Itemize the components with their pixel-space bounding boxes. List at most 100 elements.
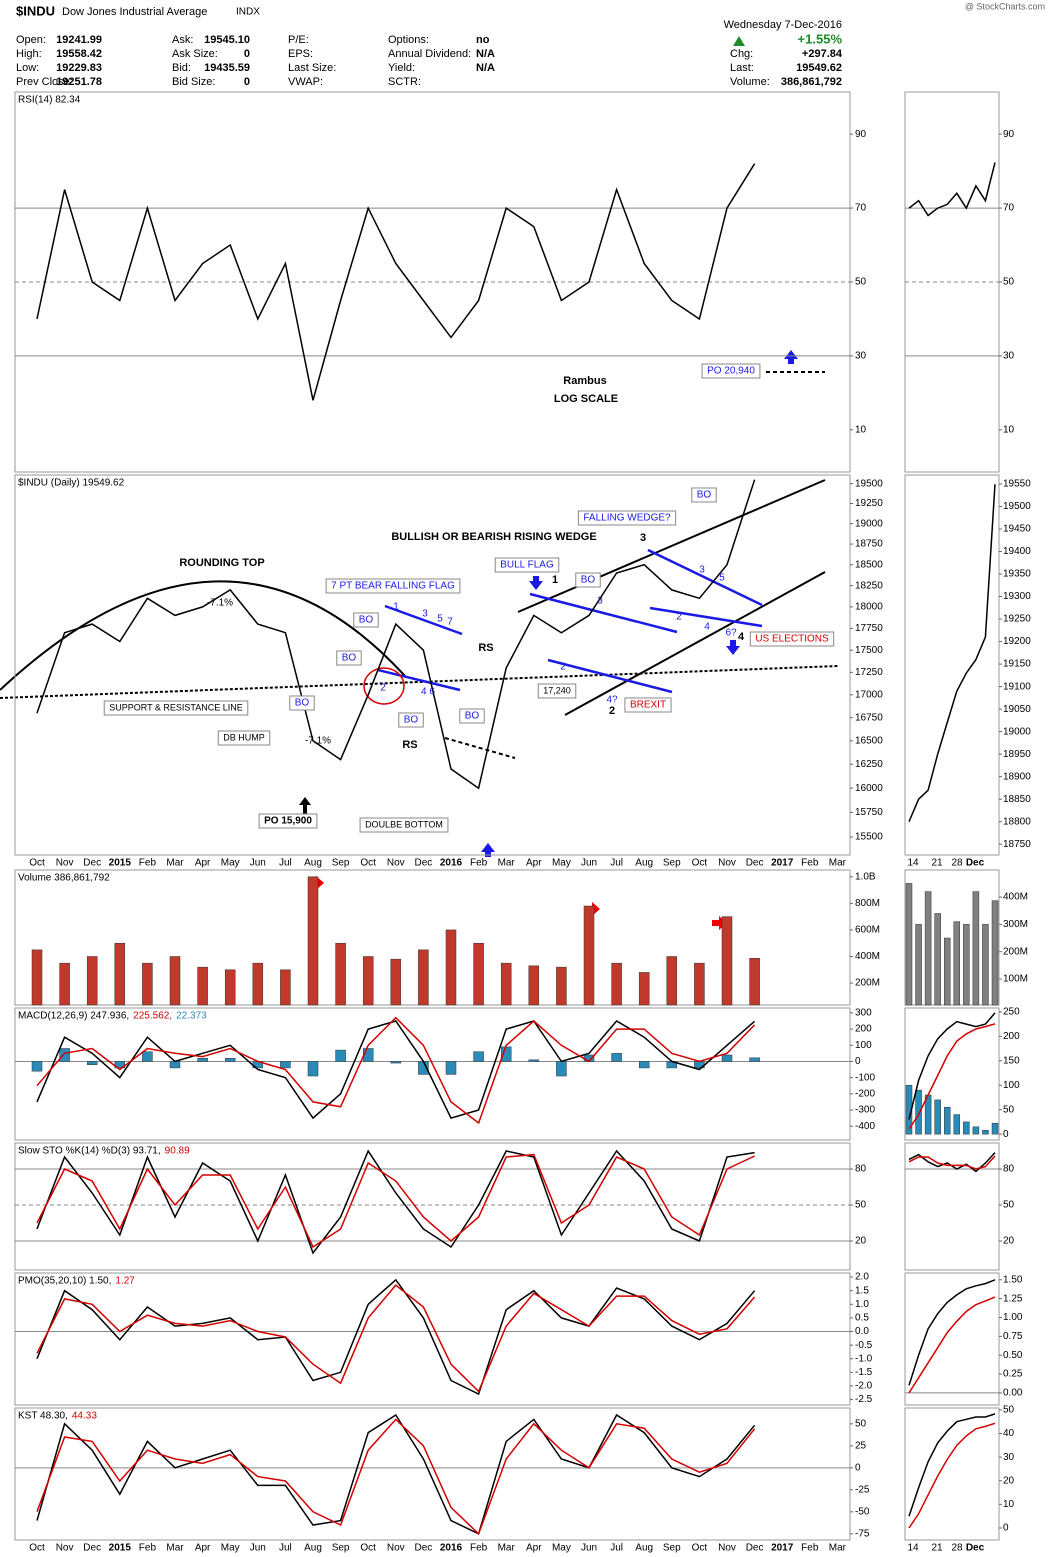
x-tick-label: Nov bbox=[56, 1543, 74, 1554]
annotation: BO bbox=[459, 708, 485, 724]
rounding-top-arc bbox=[0, 580, 406, 691]
y-tick-label: 19300 bbox=[1003, 591, 1031, 602]
y-tick-label: 1.5 bbox=[855, 1285, 869, 1296]
x-tick-label: Dec bbox=[966, 858, 985, 869]
y-tick-label: 0.25 bbox=[1003, 1369, 1023, 1380]
series-line bbox=[908, 1023, 996, 1130]
bar bbox=[982, 924, 989, 1006]
quote-value: 19241.99 bbox=[56, 34, 102, 46]
y-tick-label: 0 bbox=[1003, 1129, 1009, 1140]
series-line bbox=[908, 1413, 996, 1517]
y-tick-label: 30 bbox=[855, 351, 867, 362]
bar bbox=[280, 969, 291, 1006]
annotation: 1 bbox=[552, 574, 558, 586]
y-tick-label: -300 bbox=[855, 1105, 875, 1116]
panel-label: KST 48.30, bbox=[18, 1411, 68, 1422]
x-tick-label: Oct bbox=[692, 1543, 708, 1554]
x-tick-label: Feb bbox=[139, 858, 157, 869]
bar bbox=[390, 958, 402, 1006]
quote-label: Bid: bbox=[172, 62, 191, 74]
annotation-text: BULLISH OR BEARISH RISING WEDGE bbox=[391, 531, 596, 543]
x-tick-label: Sep bbox=[663, 858, 681, 869]
panel-label: 1.27 bbox=[115, 1276, 135, 1287]
bar bbox=[142, 962, 153, 1006]
quote-value: 19435.59 bbox=[204, 62, 250, 74]
bar bbox=[86, 1061, 98, 1065]
quote-label: Ask Size: bbox=[172, 48, 218, 60]
y-tick-label: 10 bbox=[855, 425, 867, 436]
y-tick-label: 18850 bbox=[1003, 794, 1031, 805]
annotation: BULL FLAG bbox=[494, 557, 560, 573]
series-line bbox=[908, 162, 996, 217]
x-tick-label: Sep bbox=[332, 858, 350, 869]
x-tick-label: Jun bbox=[250, 1543, 266, 1554]
quote-label: Ask: bbox=[172, 34, 193, 46]
x-tick-label: Mar bbox=[829, 858, 847, 869]
y-tick-label: 200M bbox=[855, 978, 880, 989]
y-tick-label: 20 bbox=[1003, 1236, 1015, 1247]
y-tick-label: -200 bbox=[855, 1088, 875, 1099]
y-tick-label: 16750 bbox=[855, 712, 883, 723]
annotation: DOULBE BOTTOM bbox=[359, 817, 449, 833]
y-tick-label: 0 bbox=[855, 1462, 861, 1473]
y-tick-label: 19200 bbox=[1003, 636, 1031, 647]
panel-label: RSI(14) 82.34 bbox=[18, 95, 81, 106]
quote-label: P/E: bbox=[288, 34, 309, 46]
y-tick-label: -25 bbox=[855, 1484, 870, 1495]
x-tick-label: Nov bbox=[387, 1543, 405, 1554]
annotation: Rambus bbox=[563, 375, 606, 387]
annotation-text: BULL FLAG bbox=[500, 560, 554, 571]
panel-label: 90.89 bbox=[165, 1146, 190, 1157]
series-line bbox=[36, 1278, 756, 1396]
x-tick-label: Dec bbox=[966, 1543, 985, 1554]
series-line bbox=[908, 1296, 996, 1394]
annotation-box bbox=[289, 695, 315, 711]
series-line bbox=[36, 1020, 756, 1120]
bar bbox=[943, 1106, 951, 1135]
y-tick-label: 100 bbox=[855, 1040, 872, 1051]
annotation: -7.1% bbox=[207, 598, 233, 609]
annotation: BO bbox=[289, 695, 315, 711]
annotation-box bbox=[336, 650, 362, 666]
y-tick-label: 200M bbox=[1003, 946, 1028, 957]
x-tick-label: 2015 bbox=[109, 1543, 132, 1554]
y-tick-label: 19350 bbox=[1003, 569, 1031, 580]
x-tick-label: Nov bbox=[56, 858, 74, 869]
annotation: BO bbox=[353, 612, 379, 628]
x-tick-label: Feb bbox=[801, 858, 819, 869]
annotation: LOG SCALE bbox=[554, 393, 618, 405]
y-tick-label: 18800 bbox=[1003, 816, 1031, 827]
quote-label: VWAP: bbox=[288, 76, 323, 88]
annotation: ROUNDING TOP bbox=[179, 557, 264, 569]
y-tick-label: 30 bbox=[1003, 1452, 1015, 1463]
series-line bbox=[36, 1418, 756, 1536]
annotation-text: LOG SCALE bbox=[554, 393, 618, 405]
y-tick-label: 17500 bbox=[855, 645, 883, 656]
y-tick-label: 15750 bbox=[855, 807, 883, 818]
y-tick-label: 90 bbox=[1003, 129, 1015, 140]
quote-value: 0 bbox=[244, 48, 250, 60]
bar bbox=[749, 957, 760, 1006]
annotation-text: US ELECTIONS bbox=[755, 634, 829, 645]
quote-label: Last Size: bbox=[288, 62, 336, 74]
annotation-text: 7 bbox=[447, 617, 453, 628]
arrow bbox=[712, 916, 727, 930]
annotation-text: 4 6 bbox=[421, 687, 435, 698]
annotation-text: -7.1% bbox=[305, 736, 331, 747]
quote-label: Prev Close: bbox=[16, 76, 73, 88]
y-tick-label: 18900 bbox=[1003, 771, 1031, 782]
bar bbox=[694, 962, 705, 1006]
bar bbox=[390, 1061, 402, 1064]
y-tick-label: 2.0 bbox=[855, 1272, 869, 1283]
bar bbox=[721, 1054, 733, 1062]
y-tick-label: 19400 bbox=[1003, 546, 1031, 557]
y-tick-label: -400 bbox=[855, 1121, 875, 1132]
bar bbox=[418, 949, 429, 1006]
y-tick-label: 0.00 bbox=[1003, 1388, 1023, 1399]
bar bbox=[638, 972, 650, 1006]
annotation-text: Rambus bbox=[563, 375, 606, 387]
y-tick-label: 1.25 bbox=[1003, 1293, 1023, 1304]
y-tick-label: 18950 bbox=[1003, 749, 1031, 760]
